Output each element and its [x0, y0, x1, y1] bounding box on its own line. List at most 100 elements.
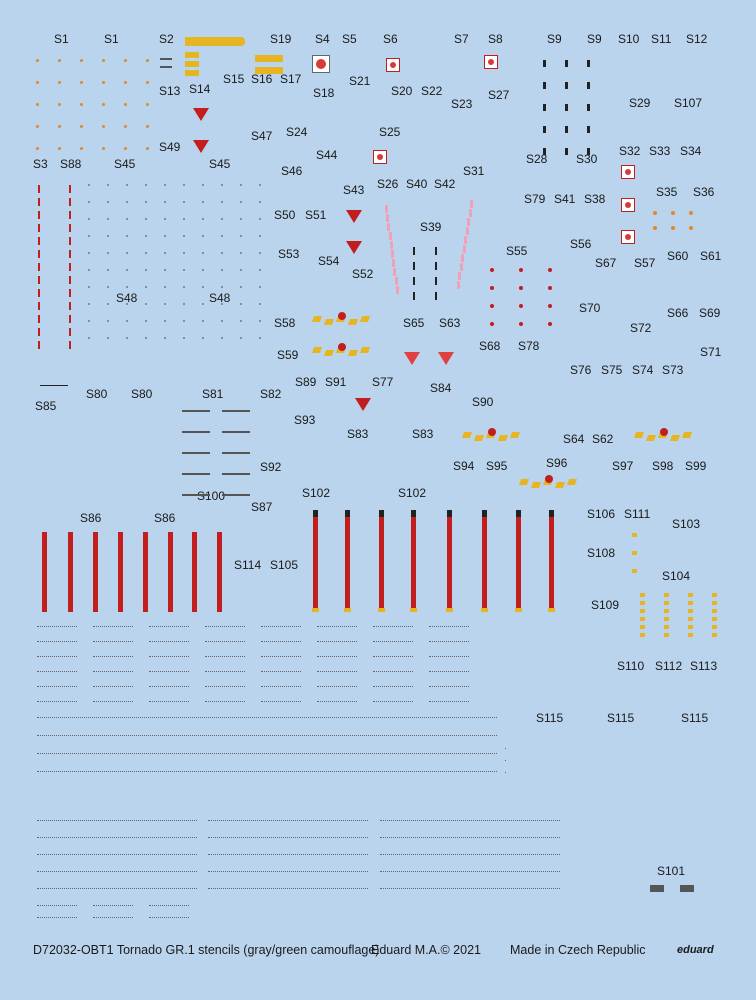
stencil-label-s12: S12 [686, 32, 708, 46]
red-stripe-decal [143, 532, 148, 612]
stencil-label-s22: S22 [421, 84, 443, 98]
gray-stencil-dot [107, 337, 109, 339]
gray-stencil-dot [126, 184, 128, 186]
yellow-stencil-tag [688, 601, 693, 605]
stencil-label-s1: S1 [104, 32, 119, 46]
black-stencil-mark [565, 82, 568, 89]
red-stripe-decal [447, 512, 452, 612]
fin-roundel [338, 312, 346, 320]
dotted-line-decal [37, 917, 77, 918]
stencil-label-s59: S59 [277, 348, 299, 362]
yellow-stencil-tag [712, 601, 717, 605]
pink-stripe [388, 232, 392, 240]
yellow-stencil-tag [632, 569, 637, 573]
gray-stencil-dot [164, 201, 166, 203]
cross-mark [413, 277, 415, 285]
yellow-stencil-tag [640, 593, 645, 597]
cross-mark [413, 247, 415, 255]
red-stripe-decal [549, 512, 554, 612]
red-dash-line [69, 263, 71, 271]
dotted-line-decal [37, 771, 497, 772]
fin-flash [347, 350, 359, 356]
dotted-line-decal [261, 686, 301, 687]
orange-stencil-dot [671, 226, 675, 230]
stencil-label-s39: S39 [420, 220, 442, 234]
gray-stencil-dot [240, 201, 242, 203]
stencil-label-s3: S3 [33, 157, 48, 171]
dotted-line-decal [93, 641, 133, 642]
stencil-label-s95: S95 [486, 459, 508, 473]
stencil-label-s2: S2 [159, 32, 174, 46]
gray-stencil-dot [164, 252, 166, 254]
stencil-label-s80: S80 [86, 387, 108, 401]
red-dash-line [69, 211, 71, 219]
red-dash-line [69, 328, 71, 336]
gray-stencil-dot [259, 218, 261, 220]
gray-stencil-dot [126, 320, 128, 322]
stencil-label-s18: S18 [313, 86, 335, 100]
stencil-label-s26: S26 [377, 177, 399, 191]
stencil-label-s73: S73 [662, 363, 684, 377]
brand-logo: eduard [677, 944, 714, 956]
stencil-label-s69: S69 [699, 306, 721, 320]
stencil-label-s84: S84 [430, 381, 452, 395]
dotted-line-decal [37, 717, 497, 718]
stripe-end-cap [549, 510, 554, 517]
pink-stripe [394, 277, 398, 285]
stencil-label-s92: S92 [260, 460, 282, 474]
cross-mark [435, 247, 437, 255]
stencil-label-s97: S97 [612, 459, 634, 473]
dotted-line-decal [149, 671, 189, 672]
gray-stencil-dot [240, 320, 242, 322]
stencil-label-s36: S36 [693, 185, 715, 199]
yellow-stencil-tag [712, 633, 717, 637]
dotted-line-decal [37, 820, 197, 821]
pink-stripe [392, 259, 396, 267]
red-stencil-dot [519, 322, 523, 326]
dotted-line-decal [208, 871, 368, 872]
gray-stencil-dot [202, 337, 204, 339]
stencil-label-s110: S110 [617, 659, 645, 673]
fin-flash [311, 316, 323, 322]
gray-stencil-dot [126, 252, 128, 254]
orange-stencil-dot [653, 226, 657, 230]
gray-stencil-dot [183, 184, 185, 186]
stencil-label-s32: S32 [619, 144, 641, 158]
dotted-line-decal [380, 820, 560, 821]
gray-stencil-dot [145, 218, 147, 220]
orange-stencil-dot [124, 59, 127, 62]
stencil-label-s54: S54 [318, 254, 340, 268]
stencil-label-s77: S77 [372, 375, 394, 389]
dotted-line-decal [37, 837, 197, 838]
stencil-label-s6: S6 [383, 32, 398, 46]
red-dash-line [38, 328, 40, 336]
pink-stripe [461, 254, 464, 262]
stencil-label-s48: S48 [116, 291, 138, 305]
gray-stencil-dot [183, 235, 185, 237]
red-triangle [346, 210, 362, 223]
gray-stencil-dot [88, 218, 90, 220]
stencil-label-s9: S9 [587, 32, 602, 46]
dotted-line-decal [317, 701, 357, 702]
fin-flash [530, 482, 542, 488]
stripe-end-cap [411, 510, 416, 517]
gray-stencil-dot [259, 337, 261, 339]
stencil-label-s45: S45 [114, 157, 136, 171]
gray-stencil-dot [164, 184, 166, 186]
red-triangle [193, 140, 209, 153]
origin-text: Made in Czech Republic [510, 943, 646, 957]
gray-stencil-dot [221, 320, 223, 322]
dotted-line-decal [317, 626, 357, 627]
pink-stripe [464, 236, 467, 244]
black-stencil-mark [565, 104, 568, 111]
red-stencil-dot [519, 304, 523, 308]
red-warning-box [386, 58, 400, 72]
red-stencil-dot [490, 322, 494, 326]
dotted-line-decal [208, 854, 368, 855]
stripe-end-tag [312, 608, 319, 612]
dotted-line-decal [37, 686, 77, 687]
gray-stencil-dot [107, 286, 109, 288]
stencil-label-s98: S98 [652, 459, 674, 473]
stencil-label-s88: S88 [60, 157, 82, 171]
orange-stencil-dot [102, 147, 105, 150]
